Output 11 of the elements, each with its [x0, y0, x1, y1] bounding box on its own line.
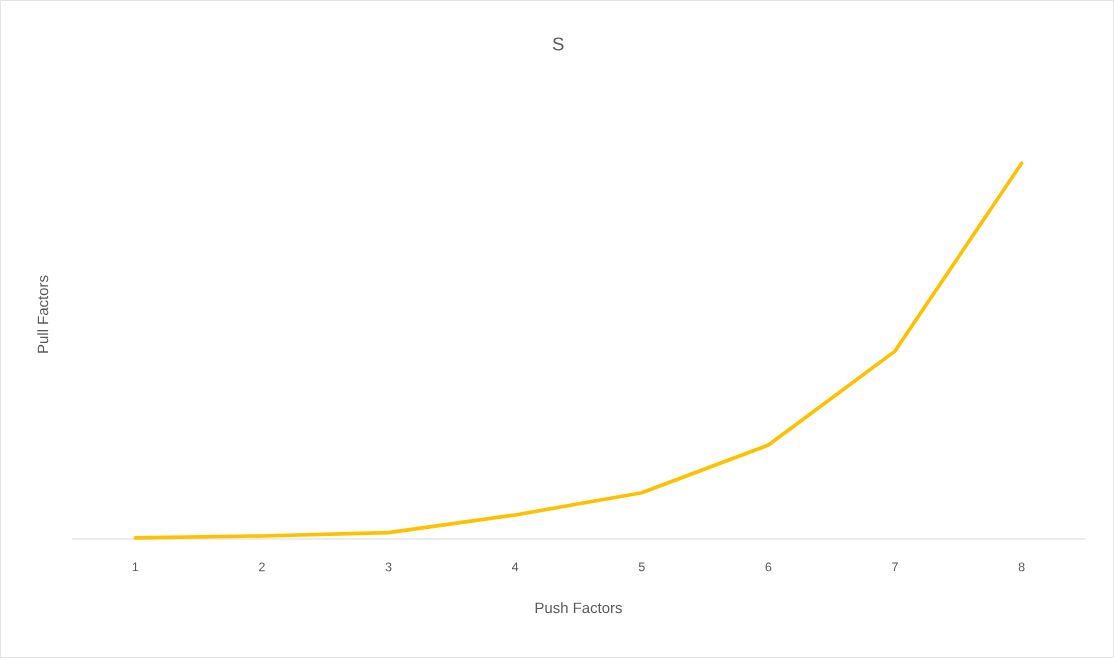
x-tick-label: 4: [511, 562, 519, 572]
y-axis-title: Pull Factors: [37, 275, 49, 353]
x-tick-label: 1: [132, 562, 139, 572]
x-tick-label: 5: [638, 562, 645, 572]
x-tick-label: 3: [385, 562, 392, 572]
chart-title: S: [552, 37, 564, 51]
x-axis-title: Push Factors: [535, 602, 622, 614]
x-tick-label: 2: [259, 562, 265, 572]
x-tick-label: 6: [765, 562, 772, 572]
x-tick-label: 7: [892, 562, 898, 572]
x-tick-label: 8: [1018, 562, 1025, 572]
